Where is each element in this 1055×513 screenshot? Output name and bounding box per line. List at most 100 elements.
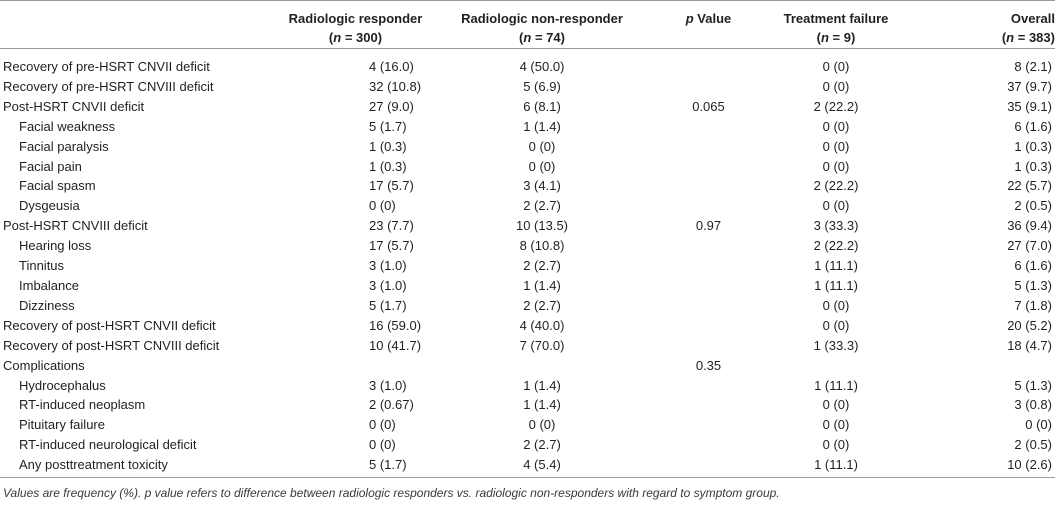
- cell-treatment-failure: 0 (0): [822, 118, 850, 134]
- cell-overall: 22 (5.7): [1007, 178, 1052, 194]
- cell-overall: 20 (5.2): [1007, 317, 1052, 333]
- cell-radiologic-non-responder: 4 (5.4): [428, 455, 656, 479]
- header-col1-n: 300: [356, 30, 378, 45]
- table-row: Dysgeusia 0 (0) 2 (2.7) 0 (0) 2 (0.5): [0, 196, 1055, 216]
- header-col2-n: 74: [546, 30, 561, 45]
- cell-radiologic-non-responder: 1 (1.4): [523, 377, 561, 393]
- table-row: RT-induced neoplasm 2 (0.67) 1 (1.4) 0 (0) 3…: [0, 395, 1055, 415]
- data-table-container: Radiologic responder (n = 300) Radiologi…: [0, 0, 1055, 479]
- table-row: Recovery of pre-HSRT CNVIII deficit 32 (1…: [0, 77, 1055, 97]
- header-radiologic-responder: Radiologic responder (n = 300): [283, 0, 428, 49]
- cell-radiologic-responder: 3 (1.0): [369, 277, 407, 293]
- header-col1-title: Radiologic responder: [288, 11, 423, 26]
- cell-radiologic-responder: 10 (41.7): [369, 337, 422, 353]
- cell-radiologic-responder: 0 (0): [369, 437, 396, 453]
- cell-radiologic-non-responder: 10 (13.5): [515, 218, 569, 234]
- table-row: Dizziness 5 (1.7) 2 (2.7) 0 (0) 7 (1.8): [0, 296, 1055, 316]
- row-label: RT-induced neurological deficit: [19, 437, 197, 453]
- header-radiologic-non-responder: Radiologic non-responder (n = 74): [428, 0, 656, 49]
- row-label: Pituitary failure: [19, 417, 105, 433]
- cell-overall: 7 (1.8): [1014, 297, 1052, 313]
- cell-radiologic-non-responder: 8 (10.8): [519, 238, 565, 254]
- cell-radiologic-responder: 1 (0.3): [369, 158, 407, 174]
- cell-radiologic-responder: 0 (0): [369, 417, 396, 433]
- cell-p-value: [656, 236, 761, 256]
- cell-radiologic-non-responder: 2 (2.7): [523, 258, 561, 274]
- cell-treatment-failure: 1 (11.1): [814, 258, 858, 274]
- cell-radiologic-non-responder: 2 (2.7): [523, 198, 561, 214]
- cell-overall: 8 (2.1): [1014, 59, 1052, 74]
- cell-overall: [911, 356, 1055, 376]
- cell-radiologic-non-responder: [428, 356, 656, 376]
- cell-overall: 35 (9.1): [1007, 98, 1052, 114]
- cell-radiologic-responder: 16 (59.0): [369, 317, 422, 333]
- cell-radiologic-non-responder: 7 (70.0): [519, 337, 565, 353]
- cell-radiologic-non-responder: 2 (2.7): [523, 297, 561, 313]
- table-row: Any posttreatment toxicity 5 (1.7) 4 (5.4)…: [0, 455, 1055, 479]
- symptom-outcomes-table: Radiologic responder (n = 300) Radiologi…: [0, 0, 1055, 479]
- cell-p-value: [656, 256, 761, 276]
- row-label: Recovery of post-HSRT CNVIII deficit: [3, 337, 220, 353]
- header-col4-title: Treatment failure: [783, 11, 889, 26]
- cell-treatment-failure: 1 (11.1): [814, 277, 858, 293]
- cell-overall: 27 (7.0): [1007, 238, 1052, 254]
- row-label: Tinnitus: [19, 258, 65, 274]
- table-row: Hydrocephalus 3 (1.0) 1 (1.4) 1 (11.1) 5 (1.…: [0, 376, 1055, 396]
- cell-p-value: 0.97: [695, 218, 722, 234]
- cell-treatment-failure: 1 (11.1): [761, 455, 911, 479]
- row-label: Complications: [3, 357, 85, 373]
- header-col4-n: 9: [843, 30, 851, 45]
- cell-treatment-failure: 0 (0): [822, 198, 850, 214]
- table-row: Tinnitus 3 (1.0) 2 (2.7) 1 (11.1) 6 (1.6): [0, 256, 1055, 276]
- table-row: Post-HSRT CNVIII deficit 23 (7.7) 10 (13.5…: [0, 216, 1055, 236]
- header-treatment-failure: Treatment failure (n = 9): [761, 0, 911, 49]
- row-label: Facial pain: [19, 158, 82, 174]
- cell-radiologic-responder: 1 (0.3): [369, 138, 407, 154]
- cell-treatment-failure: 0 (0): [822, 437, 850, 453]
- table-row: Imbalance 3 (1.0) 1 (1.4) 1 (11.1) 5 (1.3): [0, 276, 1055, 296]
- cell-p-value: [656, 196, 761, 216]
- cell-overall: 37 (9.7): [1007, 78, 1052, 94]
- table-row: Recovery of post-HSRT CNVII deficit 16 (5…: [0, 316, 1055, 336]
- table-row: Complications 0.35: [0, 356, 1055, 376]
- header-p-rest: Value: [693, 11, 732, 26]
- header-col5-title: Overall: [1010, 11, 1055, 26]
- table-row: Facial pain 1 (0.3) 0 (0) 0 (0) 1 (0.3): [0, 157, 1055, 177]
- cell-p-value: [656, 157, 761, 177]
- cell-radiologic-responder: 5 (1.7): [283, 455, 428, 479]
- row-label: Post-HSRT CNVII deficit: [3, 98, 145, 114]
- cell-radiologic-non-responder: 4 (50.0): [519, 59, 565, 74]
- cell-overall: 0 (0): [1025, 417, 1052, 433]
- cell-radiologic-non-responder: 0 (0): [528, 138, 556, 154]
- cell-radiologic-responder: 23 (7.7): [369, 218, 414, 234]
- cell-treatment-failure: 2 (22.2): [813, 238, 859, 254]
- row-label: Hearing loss: [19, 238, 92, 254]
- cell-radiologic-non-responder: 0 (0): [528, 158, 556, 174]
- cell-radiologic-responder: 32 (10.8): [369, 78, 422, 94]
- table-row: Hearing loss 17 (5.7) 8 (10.8) 2 (22.2) 27 (…: [0, 236, 1055, 256]
- row-label: Recovery of post-HSRT CNVII deficit: [3, 317, 216, 333]
- cell-radiologic-responder: 5 (1.7): [369, 118, 407, 134]
- row-label: Post-HSRT CNVIII deficit: [3, 218, 148, 234]
- cell-radiologic-non-responder: 3 (4.1): [523, 178, 561, 194]
- cell-treatment-failure: 0 (0): [822, 138, 850, 154]
- header-p-value: p Value: [656, 0, 761, 49]
- header-p-letter: p: [685, 11, 694, 26]
- cell-overall: 1 (0.3): [1014, 158, 1052, 174]
- cell-treatment-failure: 2 (22.2): [813, 98, 859, 114]
- table-row: Facial spasm 17 (5.7) 3 (4.1) 2 (22.2) 22 (5…: [0, 176, 1055, 196]
- cell-treatment-failure: 1 (11.1): [814, 377, 858, 393]
- row-label: Recovery of pre-HSRT CNVII deficit: [3, 59, 210, 74]
- cell-p-value: 0.35: [695, 357, 722, 373]
- row-label: RT-induced neoplasm: [19, 397, 146, 413]
- table-row: Post-HSRT CNVII deficit 27 (9.0) 6 (8.1) 0.…: [0, 97, 1055, 117]
- table-row: Pituitary failure 0 (0) 0 (0) 0 (0) 0 (0): [0, 415, 1055, 435]
- cell-p-value: [656, 296, 761, 316]
- row-label: Any posttreatment toxicity: [0, 455, 283, 479]
- header-row: Radiologic responder (n = 300) Radiologi…: [0, 0, 1055, 49]
- cell-p-value: [656, 435, 761, 455]
- cell-treatment-failure: 0 (0): [822, 397, 850, 413]
- cell-p-value: [656, 415, 761, 435]
- cell-p-value: [656, 176, 761, 196]
- table-row: Recovery of post-HSRT CNVIII deficit 10 (…: [0, 336, 1055, 356]
